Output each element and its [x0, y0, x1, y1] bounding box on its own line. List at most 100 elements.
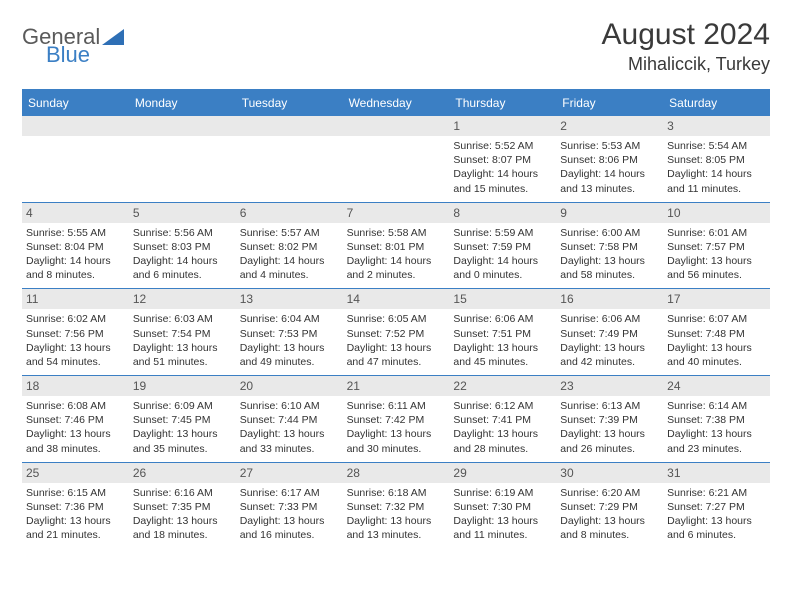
day-number: 2: [556, 116, 663, 136]
day-header-row: SundayMondayTuesdayWednesdayThursdayFrid…: [22, 91, 770, 115]
daylight-line-2: and 11 minutes.: [453, 528, 552, 542]
calendar-page: General August 2024 Mihaliccik, Turkey B…: [0, 0, 792, 548]
daylight-line-2: and 28 minutes.: [453, 442, 552, 456]
sunset-line: Sunset: 7:53 PM: [240, 327, 339, 341]
day-cell: 3Sunrise: 5:54 AMSunset: 8:05 PMDaylight…: [663, 116, 770, 202]
day-cell: 2Sunrise: 5:53 AMSunset: 8:06 PMDaylight…: [556, 116, 663, 202]
sunrise-line: Sunrise: 6:01 AM: [667, 226, 766, 240]
daylight-line-1: Daylight: 14 hours: [667, 167, 766, 181]
page-header: General August 2024 Mihaliccik, Turkey: [22, 18, 770, 75]
day-cell: 19Sunrise: 6:09 AMSunset: 7:45 PMDayligh…: [129, 376, 236, 462]
day-number: 11: [22, 289, 129, 309]
day-number: 16: [556, 289, 663, 309]
day-cell: [343, 116, 450, 202]
day-header: Wednesday: [343, 91, 450, 115]
day-number: 28: [343, 463, 450, 483]
day-cell: [22, 116, 129, 202]
sunrise-line: Sunrise: 6:15 AM: [26, 486, 125, 500]
sunset-line: Sunset: 7:29 PM: [560, 500, 659, 514]
sunrise-line: Sunrise: 6:11 AM: [347, 399, 446, 413]
day-number: 20: [236, 376, 343, 396]
sunrise-line: Sunrise: 6:14 AM: [667, 399, 766, 413]
week-row: 11Sunrise: 6:02 AMSunset: 7:56 PMDayligh…: [22, 288, 770, 375]
daylight-line-1: Daylight: 13 hours: [26, 341, 125, 355]
day-cell: [236, 116, 343, 202]
day-cell: 13Sunrise: 6:04 AMSunset: 7:53 PMDayligh…: [236, 289, 343, 375]
daylight-line-1: Daylight: 13 hours: [667, 341, 766, 355]
daylight-line-2: and 6 minutes.: [667, 528, 766, 542]
daylight-line-1: Daylight: 13 hours: [133, 427, 232, 441]
daylight-line-1: Daylight: 13 hours: [560, 514, 659, 528]
sunrise-line: Sunrise: 5:53 AM: [560, 139, 659, 153]
daylight-line-1: Daylight: 13 hours: [133, 341, 232, 355]
day-number: 30: [556, 463, 663, 483]
sunrise-line: Sunrise: 6:05 AM: [347, 312, 446, 326]
sunset-line: Sunset: 7:45 PM: [133, 413, 232, 427]
day-cell: 11Sunrise: 6:02 AMSunset: 7:56 PMDayligh…: [22, 289, 129, 375]
sunrise-line: Sunrise: 6:08 AM: [26, 399, 125, 413]
day-number: 9: [556, 203, 663, 223]
day-number-empty: [22, 116, 129, 136]
sunrise-line: Sunrise: 6:17 AM: [240, 486, 339, 500]
day-cell: 6Sunrise: 5:57 AMSunset: 8:02 PMDaylight…: [236, 203, 343, 289]
daylight-line-2: and 8 minutes.: [26, 268, 125, 282]
day-cell: 21Sunrise: 6:11 AMSunset: 7:42 PMDayligh…: [343, 376, 450, 462]
day-header: Thursday: [449, 91, 556, 115]
brand-triangle-icon: [102, 29, 124, 45]
day-cell: 18Sunrise: 6:08 AMSunset: 7:46 PMDayligh…: [22, 376, 129, 462]
daylight-line-2: and 40 minutes.: [667, 355, 766, 369]
sunrise-line: Sunrise: 6:03 AM: [133, 312, 232, 326]
day-cell: 15Sunrise: 6:06 AMSunset: 7:51 PMDayligh…: [449, 289, 556, 375]
daylight-line-1: Daylight: 14 hours: [347, 254, 446, 268]
day-header: Monday: [129, 91, 236, 115]
day-cell: 20Sunrise: 6:10 AMSunset: 7:44 PMDayligh…: [236, 376, 343, 462]
daylight-line-1: Daylight: 13 hours: [667, 427, 766, 441]
sunrise-line: Sunrise: 6:21 AM: [667, 486, 766, 500]
day-cell: 25Sunrise: 6:15 AMSunset: 7:36 PMDayligh…: [22, 463, 129, 549]
daylight-line-2: and 6 minutes.: [133, 268, 232, 282]
sunset-line: Sunset: 8:04 PM: [26, 240, 125, 254]
day-cell: 9Sunrise: 6:00 AMSunset: 7:58 PMDaylight…: [556, 203, 663, 289]
week-row: 18Sunrise: 6:08 AMSunset: 7:46 PMDayligh…: [22, 375, 770, 462]
daylight-line-1: Daylight: 13 hours: [240, 427, 339, 441]
day-cell: 17Sunrise: 6:07 AMSunset: 7:48 PMDayligh…: [663, 289, 770, 375]
sunset-line: Sunset: 7:41 PM: [453, 413, 552, 427]
daylight-line-2: and 23 minutes.: [667, 442, 766, 456]
sunrise-line: Sunrise: 6:20 AM: [560, 486, 659, 500]
day-cell: 30 Sunrise: 6:20 AMSunset: 7:29 PMDayligh…: [556, 463, 663, 549]
sunrise-line: Sunrise: 6:10 AM: [240, 399, 339, 413]
daylight-line-2: and 49 minutes.: [240, 355, 339, 369]
daylight-line-2: and 33 minutes.: [240, 442, 339, 456]
daylight-line-2: and 8 minutes.: [560, 528, 659, 542]
sunrise-line: Sunrise: 5:54 AM: [667, 139, 766, 153]
sunrise-line: Sunrise: 6:19 AM: [453, 486, 552, 500]
daylight-line-1: Daylight: 13 hours: [347, 514, 446, 528]
day-cell: 23Sunrise: 6:13 AMSunset: 7:39 PMDayligh…: [556, 376, 663, 462]
daylight-line-1: Daylight: 13 hours: [133, 514, 232, 528]
day-number: 14: [343, 289, 450, 309]
sunset-line: Sunset: 7:32 PM: [347, 500, 446, 514]
sunset-line: Sunset: 8:02 PM: [240, 240, 339, 254]
sunrise-line: Sunrise: 5:57 AM: [240, 226, 339, 240]
daylight-line-1: Daylight: 13 hours: [347, 427, 446, 441]
daylight-line-1: Daylight: 14 hours: [560, 167, 659, 181]
sunrise-line: Sunrise: 6:07 AM: [667, 312, 766, 326]
daylight-line-2: and 35 minutes.: [133, 442, 232, 456]
day-cell: 26Sunrise: 6:16 AMSunset: 7:35 PMDayligh…: [129, 463, 236, 549]
sunset-line: Sunset: 8:05 PM: [667, 153, 766, 167]
sunrise-line: Sunrise: 6:02 AM: [26, 312, 125, 326]
day-header: Saturday: [663, 91, 770, 115]
day-number-empty: [343, 116, 450, 136]
day-number-empty: [236, 116, 343, 136]
daylight-line-2: and 56 minutes.: [667, 268, 766, 282]
sunset-line: Sunset: 7:42 PM: [347, 413, 446, 427]
daylight-line-2: and 13 minutes.: [560, 182, 659, 196]
daylight-line-1: Daylight: 13 hours: [560, 341, 659, 355]
daylight-line-2: and 0 minutes.: [453, 268, 552, 282]
sunset-line: Sunset: 7:49 PM: [560, 327, 659, 341]
daylight-line-1: Daylight: 14 hours: [26, 254, 125, 268]
daylight-line-1: Daylight: 13 hours: [240, 341, 339, 355]
day-cell: 28Sunrise: 6:18 AMSunset: 7:32 PMDayligh…: [343, 463, 450, 549]
sunset-line: Sunset: 7:46 PM: [26, 413, 125, 427]
day-number: 12: [129, 289, 236, 309]
